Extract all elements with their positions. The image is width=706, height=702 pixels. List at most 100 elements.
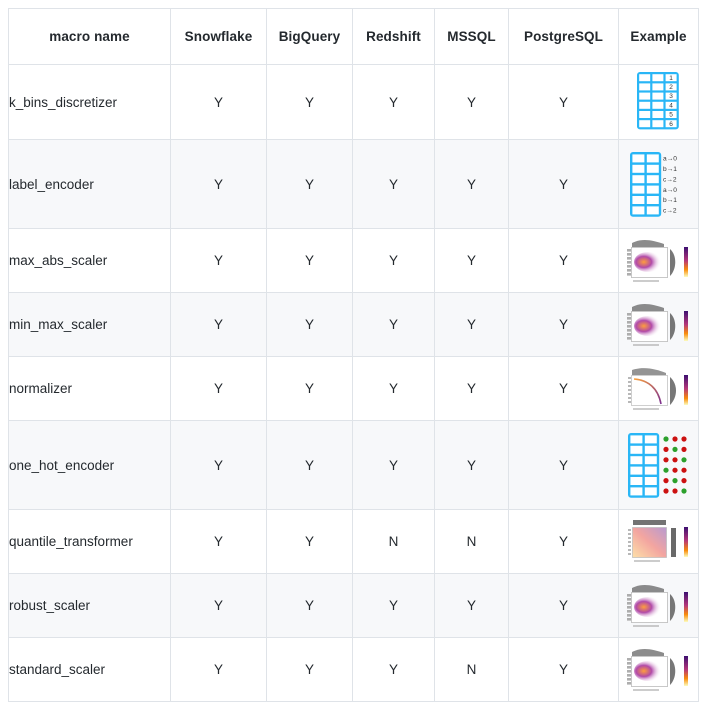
column-header-redshift: Redshift xyxy=(352,8,435,65)
scatter-density-plot-icon xyxy=(619,581,698,631)
macro-name-cell: min_max_scaler xyxy=(8,292,171,357)
support-cell-postgresql: Y xyxy=(508,420,619,510)
support-cell-bigquery: Y xyxy=(266,420,353,510)
table-row: one_hot_encoder Y Y Y Y Y xyxy=(8,420,699,510)
support-cell-redshift: Y xyxy=(352,228,435,293)
support-cell-snowflake: Y xyxy=(170,228,267,293)
support-cell-redshift: N xyxy=(352,509,435,574)
support-cell-redshift: Y xyxy=(352,356,435,421)
column-header-postgresql: PostgreSQL xyxy=(508,8,619,65)
table-row: max_abs_scaler Y Y Y Y Y xyxy=(8,228,699,293)
example-cell xyxy=(618,573,699,638)
svg-text:c→2: c→2 xyxy=(663,176,677,183)
macro-name-cell: robust_scaler xyxy=(8,573,171,638)
table-header-row: macro name Snowflake BigQuery Redshift M… xyxy=(8,8,699,65)
column-header-mssql: MSSQL xyxy=(434,8,509,65)
column-header-macro-name: macro name xyxy=(8,8,171,65)
table-row: normalizer Y Y Y Y Y xyxy=(8,356,699,421)
support-cell-postgresql: Y xyxy=(508,637,619,702)
macro-name-cell: standard_scaler xyxy=(8,637,171,702)
scatter-density-plot-icon xyxy=(619,300,698,350)
table-row: robust_scaler Y Y Y Y Y xyxy=(8,573,699,638)
support-cell-mssql: Y xyxy=(434,228,509,293)
support-cell-bigquery: Y xyxy=(266,356,353,421)
support-cell-bigquery: Y xyxy=(266,509,353,574)
grid-label-mapping-icon: a→0 b→1 c→2 a→0 b→1 c→2 xyxy=(619,149,698,219)
support-cell-snowflake: Y xyxy=(170,356,267,421)
support-cell-redshift: Y xyxy=(352,64,435,140)
macro-name-cell: quantile_transformer xyxy=(8,509,171,574)
scatter-density-plot-icon xyxy=(619,236,698,286)
support-cell-mssql: Y xyxy=(434,292,509,357)
support-cell-bigquery: Y xyxy=(266,637,353,702)
support-cell-mssql: Y xyxy=(434,139,509,229)
support-cell-snowflake: Y xyxy=(170,573,267,638)
macro-support-table: macro name Snowflake BigQuery Redshift M… xyxy=(8,8,699,702)
support-cell-postgresql: Y xyxy=(508,139,619,229)
uniform-density-plot-icon xyxy=(619,516,698,568)
support-cell-postgresql: Y xyxy=(508,228,619,293)
support-cell-snowflake: Y xyxy=(170,420,267,510)
svg-text:2: 2 xyxy=(669,84,673,91)
svg-text:b→1: b→1 xyxy=(663,197,677,204)
svg-text:4: 4 xyxy=(669,102,673,109)
support-cell-bigquery: Y xyxy=(266,139,353,229)
support-cell-redshift: Y xyxy=(352,420,435,510)
macro-name-cell: normalizer xyxy=(8,356,171,421)
column-header-bigquery: BigQuery xyxy=(266,8,353,65)
support-cell-postgresql: Y xyxy=(508,573,619,638)
svg-text:6: 6 xyxy=(669,121,673,128)
column-header-example: Example xyxy=(618,8,699,65)
support-cell-mssql: N xyxy=(434,637,509,702)
svg-text:a→0: a→0 xyxy=(663,156,677,163)
support-cell-mssql: Y xyxy=(434,64,509,140)
table-row: standard_scaler Y Y Y N Y xyxy=(8,637,699,702)
svg-text:5: 5 xyxy=(669,112,673,119)
support-cell-bigquery: Y xyxy=(266,64,353,140)
support-cell-snowflake: Y xyxy=(170,509,267,574)
support-cell-redshift: Y xyxy=(352,573,435,638)
example-cell xyxy=(618,356,699,421)
svg-text:3: 3 xyxy=(669,93,673,100)
svg-text:a→0: a→0 xyxy=(663,187,677,194)
support-cell-bigquery: Y xyxy=(266,292,353,357)
example-cell: a→0 b→1 c→2 a→0 b→1 c→2 xyxy=(618,139,699,229)
macro-support-table-container: macro name Snowflake BigQuery Redshift M… xyxy=(8,8,699,702)
support-cell-redshift: Y xyxy=(352,292,435,357)
column-header-snowflake: Snowflake xyxy=(170,8,267,65)
scatter-density-plot-icon xyxy=(619,645,698,695)
macro-name-cell: one_hot_encoder xyxy=(8,420,171,510)
example-cell xyxy=(618,637,699,702)
support-cell-snowflake: Y xyxy=(170,64,267,140)
example-cell xyxy=(618,228,699,293)
support-cell-snowflake: Y xyxy=(170,292,267,357)
grid-onehot-dots-icon xyxy=(619,430,698,500)
support-cell-mssql: Y xyxy=(434,573,509,638)
support-cell-postgresql: Y xyxy=(508,292,619,357)
support-cell-snowflake: Y xyxy=(170,637,267,702)
support-cell-postgresql: Y xyxy=(508,509,619,574)
support-cell-mssql: Y xyxy=(434,356,509,421)
support-cell-bigquery: Y xyxy=(266,573,353,638)
support-cell-redshift: Y xyxy=(352,139,435,229)
support-cell-snowflake: Y xyxy=(170,139,267,229)
support-cell-postgresql: Y xyxy=(508,64,619,140)
table-row: quantile_transformer Y Y N N Y xyxy=(8,509,699,574)
table-header: macro name Snowflake BigQuery Redshift M… xyxy=(8,8,699,65)
example-cell xyxy=(618,509,699,574)
macro-name-cell: max_abs_scaler xyxy=(8,228,171,293)
example-cell xyxy=(618,420,699,510)
grid-numbered-bins-icon: 1 2 3 4 5 6 xyxy=(619,70,698,134)
support-cell-mssql: Y xyxy=(434,420,509,510)
example-cell: 1 2 3 4 5 6 xyxy=(618,64,699,140)
table-row: k_bins_discretizer Y Y Y Y Y 1 2 3 4 5 6 xyxy=(8,64,699,140)
support-cell-postgresql: Y xyxy=(508,356,619,421)
macro-name-cell: label_encoder xyxy=(8,139,171,229)
curve-plot-icon xyxy=(619,364,698,414)
example-cell xyxy=(618,292,699,357)
macro-name-cell: k_bins_discretizer xyxy=(8,64,171,140)
support-cell-redshift: Y xyxy=(352,637,435,702)
svg-text:b→1: b→1 xyxy=(663,166,677,173)
svg-text:1: 1 xyxy=(669,75,673,82)
